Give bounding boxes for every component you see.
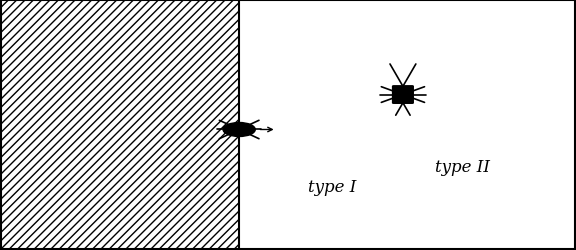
FancyBboxPatch shape bbox=[393, 86, 413, 104]
Circle shape bbox=[223, 123, 255, 137]
Bar bbox=[1, 1, 239, 249]
Bar bbox=[239, 1, 575, 249]
Text: type I: type I bbox=[308, 179, 357, 196]
Text: type II: type II bbox=[434, 159, 490, 176]
